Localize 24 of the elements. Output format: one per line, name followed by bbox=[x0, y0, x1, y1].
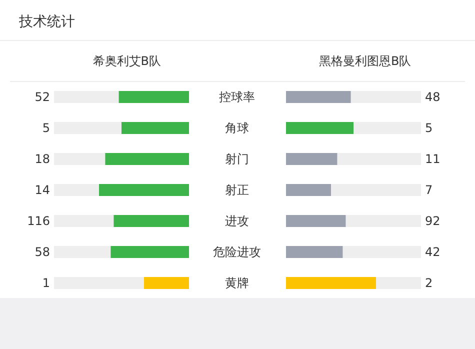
text: 希奥利艾B队 bbox=[92, 54, 161, 68]
data-label: 116 bbox=[27, 214, 50, 228]
data-label: 52 bbox=[34, 90, 50, 104]
data-label: 1 bbox=[42, 276, 50, 290]
category-label: 射正 bbox=[225, 183, 249, 197]
category-label: 黄牌 bbox=[225, 276, 249, 290]
data-label: 11 bbox=[425, 152, 440, 166]
data-label: 14 bbox=[34, 183, 50, 197]
text: 黑格曼利图恩B队 bbox=[319, 54, 412, 68]
category-label: 危险进攻 bbox=[213, 245, 261, 259]
data-label: 92 bbox=[425, 214, 440, 228]
category-label: 进攻 bbox=[225, 214, 249, 228]
category-label: 射门 bbox=[225, 152, 249, 166]
data-label: 5 bbox=[425, 121, 433, 135]
text: 技术统计 bbox=[18, 14, 75, 30]
data-label: 5 bbox=[42, 121, 50, 135]
data-label: 42 bbox=[425, 245, 440, 259]
data-label: 7 bbox=[425, 183, 433, 197]
data-label: 48 bbox=[425, 90, 440, 104]
category-label: 控球率 bbox=[219, 90, 255, 104]
category-label: 角球 bbox=[225, 121, 249, 135]
data-label: 2 bbox=[425, 276, 433, 290]
data-label: 58 bbox=[34, 245, 50, 259]
data-label: 18 bbox=[34, 152, 50, 166]
